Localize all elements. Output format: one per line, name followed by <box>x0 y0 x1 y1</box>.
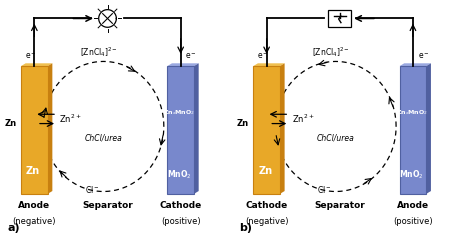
Text: Zn$_x$MnO$_2$: Zn$_x$MnO$_2$ <box>163 108 195 117</box>
Polygon shape <box>194 63 199 194</box>
Text: Anode: Anode <box>18 201 50 210</box>
Polygon shape <box>167 63 199 66</box>
Text: Cl$^-$: Cl$^-$ <box>317 184 331 195</box>
Polygon shape <box>400 63 431 66</box>
Bar <box>21 66 48 194</box>
Text: Separator: Separator <box>314 201 365 210</box>
Text: Anode: Anode <box>397 201 429 210</box>
Text: ChCl/urea: ChCl/urea <box>84 134 122 143</box>
Text: e$^-$: e$^-$ <box>25 52 37 61</box>
Text: e$^-$: e$^-$ <box>257 52 269 61</box>
Text: a): a) <box>7 223 20 233</box>
Text: Zn: Zn <box>26 166 40 176</box>
Text: ChCl/urea: ChCl/urea <box>317 134 355 143</box>
Text: Zn: Zn <box>258 166 273 176</box>
Text: e$^-$: e$^-$ <box>418 52 429 61</box>
Text: (positive): (positive) <box>161 217 201 226</box>
Text: Separator: Separator <box>82 201 133 210</box>
Polygon shape <box>48 63 52 194</box>
Text: MnO$_2$: MnO$_2$ <box>400 169 424 181</box>
Polygon shape <box>280 63 284 194</box>
Bar <box>400 66 426 194</box>
Text: Cl$^-$: Cl$^-$ <box>84 184 99 195</box>
Text: [ZnCl$_4$]$^{2-}$: [ZnCl$_4$]$^{2-}$ <box>312 45 350 59</box>
Text: Zn$_x$MnO$_2$: Zn$_x$MnO$_2$ <box>395 108 428 117</box>
Text: Cathode: Cathode <box>246 201 288 210</box>
Polygon shape <box>426 63 431 194</box>
Text: (negative): (negative) <box>13 217 56 226</box>
Bar <box>167 66 194 194</box>
Text: MnO$_2$: MnO$_2$ <box>167 169 191 181</box>
Bar <box>328 10 351 27</box>
Text: (positive): (positive) <box>393 217 433 226</box>
Polygon shape <box>253 63 284 66</box>
Text: Zn$^{2+}$: Zn$^{2+}$ <box>292 113 314 125</box>
Text: Zn$^{2+}$: Zn$^{2+}$ <box>59 113 82 125</box>
Text: Cathode: Cathode <box>160 201 202 210</box>
Text: [ZnCl$_4$]$^{2-}$: [ZnCl$_4$]$^{2-}$ <box>80 45 118 59</box>
Text: Zn: Zn <box>237 119 248 128</box>
Bar <box>253 66 280 194</box>
Text: e$^-$: e$^-$ <box>185 52 197 61</box>
Polygon shape <box>21 63 52 66</box>
Text: b): b) <box>239 223 252 233</box>
Text: (negative): (negative) <box>245 217 288 226</box>
Text: Zn: Zn <box>4 119 16 128</box>
